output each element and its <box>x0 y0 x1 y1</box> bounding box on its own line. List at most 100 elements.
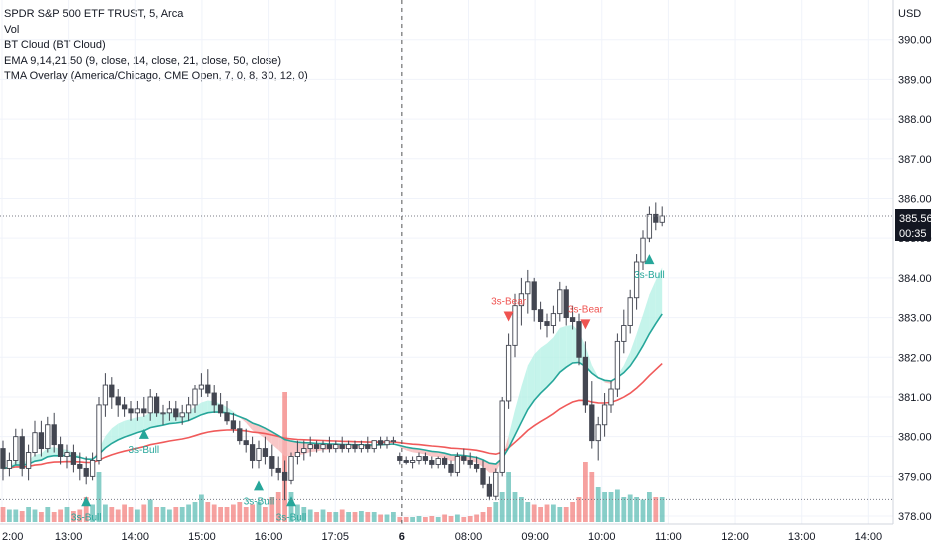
volume-bar <box>109 507 115 522</box>
volume-bar <box>243 507 249 522</box>
candle <box>25 444 32 481</box>
cloud-segment <box>201 400 208 415</box>
volume-bar <box>96 472 102 522</box>
legend-ema[interactable]: EMA 9,14,21,50 (9, close, 14, close, 21,… <box>4 54 281 67</box>
cloud-segment <box>156 412 163 427</box>
candle <box>256 440 262 469</box>
time-tick-label: 15:00 <box>188 531 216 543</box>
volume-bar <box>493 502 499 522</box>
time-tick-label: 08:00 <box>455 531 483 543</box>
candle <box>384 436 390 449</box>
candle <box>493 468 499 501</box>
candle <box>512 293 518 358</box>
volume-bar <box>237 502 243 522</box>
volume-bar <box>627 494 633 522</box>
volume-bar <box>570 502 575 522</box>
currency-label: USD <box>898 8 921 20</box>
last-price-tag: 385.56 00:35 <box>895 209 932 241</box>
candle <box>128 400 134 421</box>
volume-bar <box>51 512 57 522</box>
cloud-segment <box>137 416 144 433</box>
legend-title[interactable]: SPDR S&P 500 ETF TRUST, 5, Arca <box>4 8 184 20</box>
candle <box>51 412 57 453</box>
cloud-segment <box>246 419 253 431</box>
signal-bear: 3s-Bear <box>568 304 604 330</box>
time-tick-label: 12:00 <box>721 531 749 543</box>
signal-bull: 3s-Bull <box>276 496 307 523</box>
candle <box>531 277 537 322</box>
volume-bar <box>32 509 38 522</box>
volume-bar <box>487 507 492 522</box>
legend-cloud[interactable]: BT Cloud (BT Cloud) <box>4 39 106 51</box>
candle <box>653 202 659 231</box>
candle <box>627 289 633 334</box>
candle <box>230 412 237 433</box>
volume-bar <box>115 509 121 522</box>
volume-bar <box>205 502 211 522</box>
candle <box>448 460 454 477</box>
volume-bar <box>128 507 134 522</box>
cloud-segment <box>643 294 650 346</box>
cloud-segment <box>284 439 291 457</box>
volume-bar <box>615 489 620 522</box>
volume-bar <box>71 511 76 522</box>
volume-bar <box>480 512 486 522</box>
candle <box>371 440 377 453</box>
time-axis[interactable]: 2:00 13:00 14:00 15:00 16:00 17:05 6 08:00 09:00… <box>0 523 932 550</box>
cloud-segment <box>515 386 522 436</box>
volume-bar <box>301 507 307 522</box>
legend-vol[interactable]: Vol <box>4 23 20 36</box>
time-tick-label: 14:00 <box>122 531 150 543</box>
candle <box>352 440 358 453</box>
cloud-segment <box>431 451 439 457</box>
candle <box>89 452 96 481</box>
candle <box>192 385 198 413</box>
volume-bar <box>512 492 518 522</box>
volume-bar <box>659 497 665 522</box>
cloud-segment <box>591 365 599 378</box>
candle <box>45 416 51 453</box>
candle <box>422 452 429 465</box>
candle <box>461 448 467 465</box>
volume-bar <box>147 499 153 522</box>
cloud-segment <box>150 412 157 428</box>
signal-bull: 3s-Bull <box>634 254 665 281</box>
volume-bar <box>448 516 454 522</box>
price-axis[interactable]: 378.00 379.00 380.00 381.00 382.00 383.00 384.… <box>892 0 932 524</box>
signal-bull: 3s-Bull <box>129 428 159 456</box>
volume-bar <box>275 492 281 522</box>
candle <box>57 436 64 465</box>
signal-label: 3s-Bull <box>276 512 307 523</box>
volume-bar <box>154 507 159 522</box>
volume-bar <box>544 504 550 522</box>
signal-bull: 3s-Bull <box>71 496 102 523</box>
volume-bar <box>583 462 588 522</box>
cloud-segment <box>521 365 528 423</box>
cloud-segment <box>649 280 656 334</box>
volume-bar <box>403 517 409 522</box>
cloud-segment <box>489 463 496 473</box>
candle <box>160 404 166 425</box>
candle <box>339 436 345 453</box>
candle <box>563 285 569 326</box>
candle <box>595 416 601 461</box>
volume-bar <box>621 497 627 522</box>
candle <box>633 254 640 310</box>
candle <box>646 206 653 243</box>
candle <box>544 313 550 338</box>
cloud-segment <box>252 422 259 434</box>
price-tick-label: 386.00 <box>898 193 932 205</box>
cloud-segment <box>265 428 272 445</box>
candle <box>70 444 77 473</box>
candle <box>288 452 294 485</box>
candle <box>429 456 435 469</box>
candle <box>390 436 397 445</box>
volume-bar <box>45 507 51 522</box>
volume-bar <box>551 504 556 522</box>
candle <box>576 313 582 366</box>
volume-bar <box>640 499 646 522</box>
signal-label: 3s-Bull <box>71 512 102 523</box>
volume-bar <box>563 507 569 522</box>
signal-label: 3s-Bear <box>568 304 604 315</box>
